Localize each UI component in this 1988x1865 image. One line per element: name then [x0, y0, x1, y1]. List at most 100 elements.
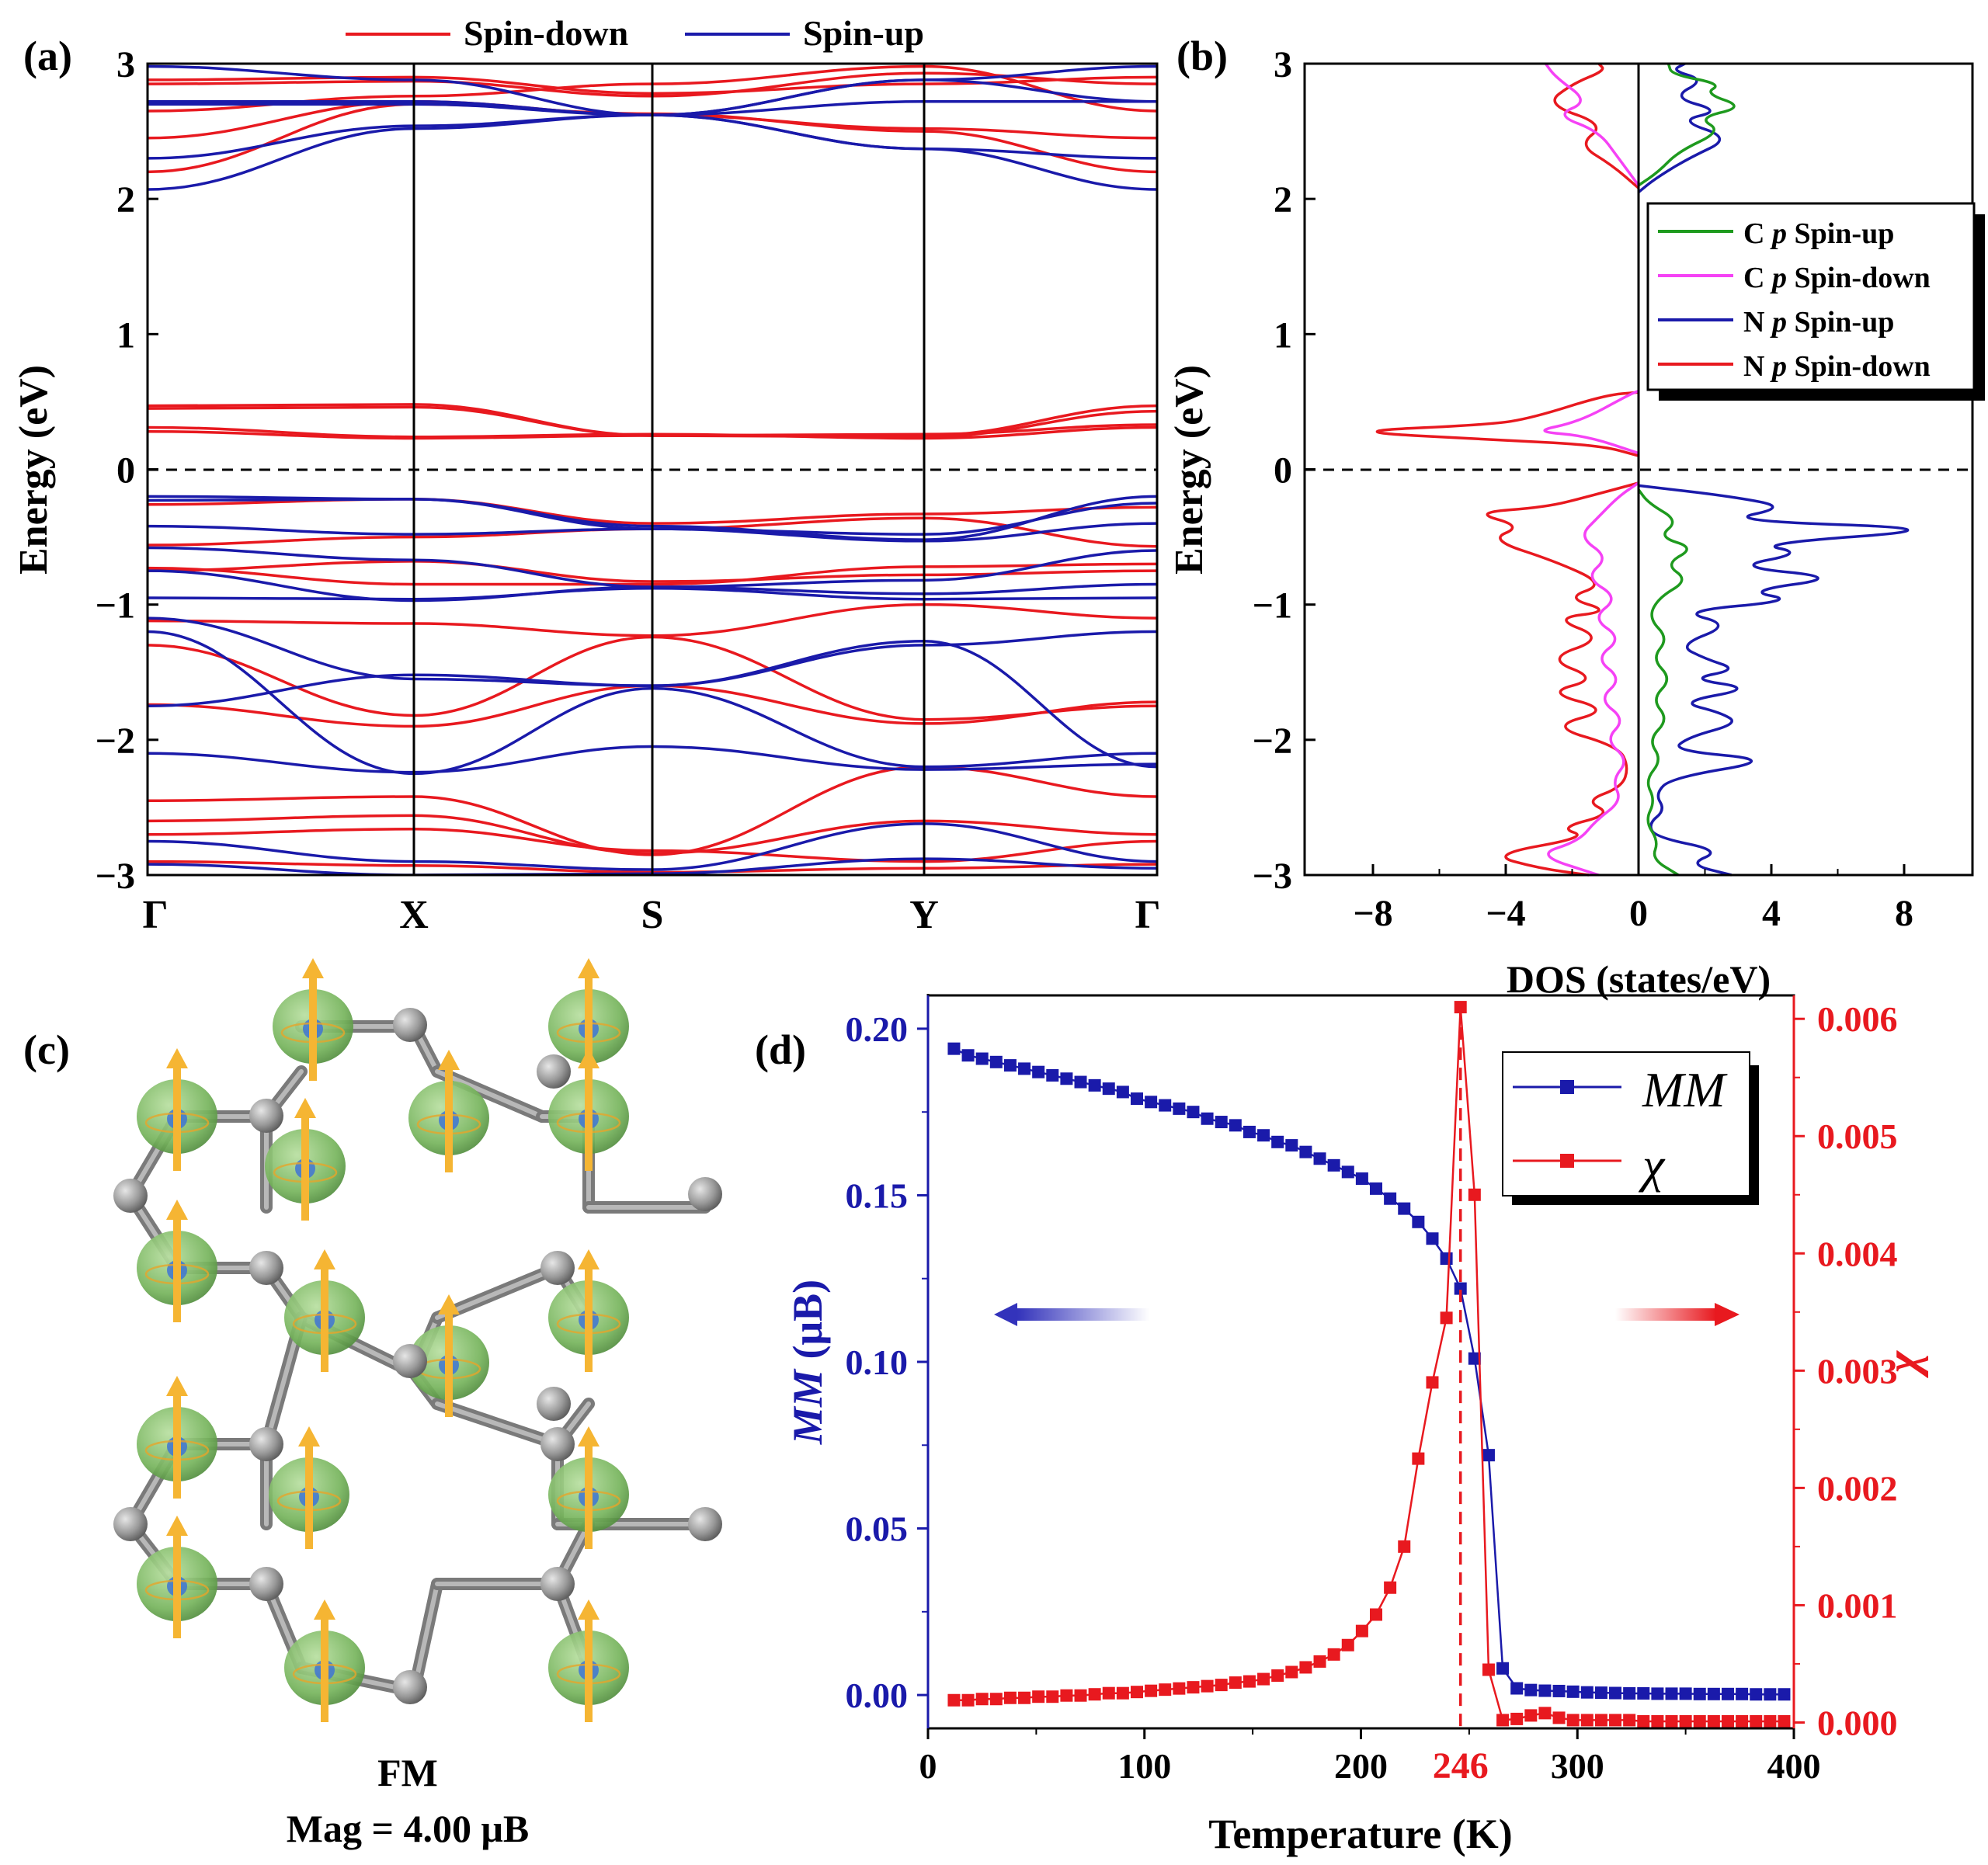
b-xtick-label: −8 — [1353, 893, 1392, 934]
carbon-atom — [393, 1670, 427, 1704]
legend-spin-up-label: Spin-up — [803, 13, 924, 53]
mm-tick-label: 0.15 — [846, 1176, 909, 1215]
mm-point — [1665, 1687, 1678, 1700]
chi-axis-ticks: 0.000 0.001 0.002 0.003 0.004 0.005 0.006 — [1794, 999, 1898, 1742]
chi-point — [1299, 1661, 1312, 1674]
chi-point — [1468, 1188, 1481, 1201]
spin-arrow-head — [302, 958, 324, 978]
carbon-atom — [540, 1427, 575, 1461]
dos-legend-label: C p Spin-up — [1743, 217, 1894, 250]
mm-point — [1412, 1215, 1425, 1228]
panel-b-xlabel: DOS (states/eV) — [1507, 957, 1771, 1001]
carbon-atom — [393, 1008, 427, 1042]
temp-tick-label: 0 — [919, 1746, 937, 1786]
carbon-atom — [249, 1567, 283, 1601]
carbon-atom — [688, 1507, 722, 1541]
chi-point — [1159, 1683, 1172, 1697]
chi-point — [1580, 1714, 1594, 1727]
chi-point — [1018, 1691, 1031, 1704]
mm-point — [1271, 1135, 1284, 1148]
chi-point — [1257, 1672, 1270, 1686]
chi-point — [1341, 1638, 1354, 1651]
chi-point — [1398, 1540, 1411, 1553]
chi-point — [1046, 1690, 1059, 1704]
mm-point — [1750, 1688, 1763, 1701]
bond-highlight — [435, 1069, 544, 1119]
panel-a-ylabel: Energy (eV) — [12, 365, 56, 575]
mm-point — [1454, 1282, 1467, 1295]
mm-point — [1145, 1096, 1158, 1109]
chi-point — [1271, 1669, 1284, 1683]
mm-point — [1257, 1129, 1270, 1142]
chi-tick-label: 0.006 — [1817, 999, 1898, 1039]
mm-point — [1468, 1352, 1481, 1365]
mm-point — [1594, 1686, 1607, 1700]
k-label: Y — [909, 893, 939, 937]
mm-tick-label: 0.00 — [846, 1676, 909, 1715]
chi-point — [1102, 1686, 1115, 1700]
chi-point — [947, 1693, 961, 1707]
spin-arrow-head — [166, 1516, 188, 1536]
mm-point — [1285, 1139, 1298, 1152]
mm-point — [1384, 1192, 1397, 1205]
band-spin-up-7 — [148, 630, 1157, 776]
chi-point — [1242, 1675, 1256, 1688]
carbon-atom — [540, 1251, 575, 1285]
right-arrow-shaft — [1615, 1308, 1716, 1321]
mm-point — [1102, 1082, 1115, 1096]
chi-point — [1313, 1655, 1326, 1668]
a-ytick-label: −2 — [96, 721, 135, 762]
chi-tick-label: 0.001 — [1817, 1585, 1898, 1625]
chi-point — [1145, 1684, 1158, 1697]
mm-axis-ticks: 0.00 0.05 0.10 0.15 0.20 — [846, 1009, 928, 1715]
chi-point — [1003, 1691, 1017, 1704]
chi-point — [1074, 1689, 1087, 1702]
spin-arrow-head — [438, 1294, 460, 1315]
a-ytick-label: −1 — [96, 585, 135, 627]
spin-arrow-shaft — [173, 1062, 181, 1171]
spin-arrow-head — [578, 958, 600, 978]
panel-b-x-ticks: −8 −4 0 4 8 — [1353, 864, 1913, 934]
mm-point — [1707, 1687, 1720, 1700]
mm-point — [1229, 1119, 1242, 1132]
band-spin-up-8 — [148, 639, 1157, 769]
spin-arrow-shaft — [585, 1613, 593, 1722]
mm-point — [1524, 1683, 1538, 1697]
panel-d-ylabel-left: MM (μB) — [784, 1280, 831, 1445]
bond-highlight — [435, 1266, 560, 1320]
mm-point — [975, 1052, 989, 1065]
legend-spin-down-label: Spin-down — [464, 13, 628, 53]
mm-point — [1538, 1684, 1552, 1697]
mm-point — [1440, 1252, 1453, 1265]
carbon-atom — [537, 1054, 571, 1089]
spin-arrow-shaft — [321, 1263, 328, 1372]
mm-point — [1159, 1099, 1172, 1112]
legend-mm-marker — [1560, 1080, 1574, 1094]
chi-point — [1370, 1608, 1383, 1621]
k-label: X — [399, 893, 429, 937]
carbon-atom — [113, 1179, 148, 1213]
dos-lines — [1375, 62, 1910, 877]
mm-point — [1215, 1116, 1228, 1129]
mm-point — [961, 1049, 975, 1062]
temp-tick-label: 300 — [1551, 1746, 1604, 1786]
chi-point — [1116, 1686, 1129, 1700]
chi-point — [1130, 1686, 1143, 1699]
legend-chi-label: χ — [1638, 1137, 1666, 1193]
spin-arrow-head — [314, 1249, 335, 1269]
chi-point — [1229, 1676, 1242, 1690]
carbon-atom — [537, 1387, 571, 1421]
spin-arrow-shaft — [173, 1530, 181, 1638]
panel-c: (c) FM Mag = 4.00 μB — [23, 958, 722, 1850]
mm-point — [1510, 1682, 1524, 1695]
chi-point — [1778, 1714, 1791, 1728]
temp-tick-label: 100 — [1117, 1746, 1171, 1786]
structure-caption-mag: Mag = 4.00 μB — [287, 1807, 529, 1850]
chi-tick-label: 0.003 — [1817, 1351, 1898, 1391]
mm-point — [1637, 1686, 1650, 1700]
mm-point — [1566, 1685, 1580, 1698]
mm-point — [1341, 1165, 1354, 1179]
spin-arrow-head — [578, 1048, 600, 1068]
carbon-atom — [249, 1251, 283, 1285]
